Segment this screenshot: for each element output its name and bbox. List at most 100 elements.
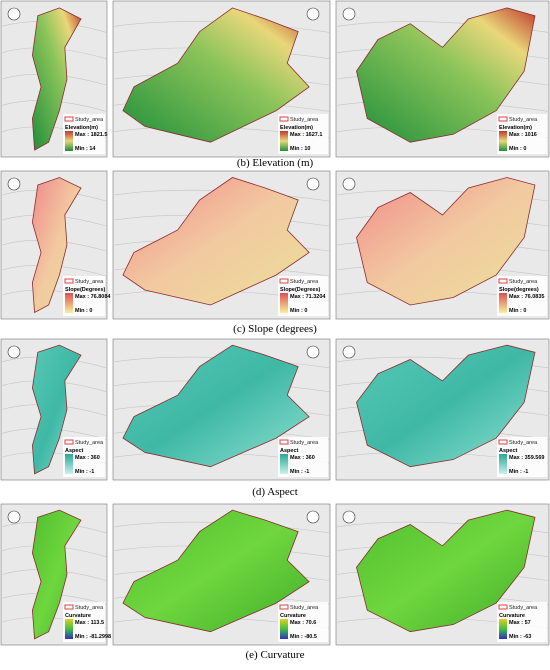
legend-min: Min : 14 xyxy=(75,146,96,152)
legend-title: Aspect xyxy=(280,448,299,454)
legend-title: Slope(Degrees) xyxy=(280,287,321,293)
study-area xyxy=(356,177,536,306)
legend-max: Max : 70.6 xyxy=(290,620,316,626)
legend-label: Study_area xyxy=(290,117,319,123)
caption: (d) Aspect xyxy=(252,486,298,498)
legend-title: Curvature xyxy=(499,613,525,619)
legend-label: Study_area xyxy=(75,117,104,123)
legend-title: Aspect xyxy=(499,448,518,454)
legend-label: Study_area xyxy=(509,279,538,285)
legend-max: Max : 71.3204 xyxy=(290,294,326,300)
legend-ramp xyxy=(499,619,507,639)
study-area xyxy=(31,344,82,475)
study-area xyxy=(356,7,536,143)
north-arrow xyxy=(306,177,320,191)
legend-swatch xyxy=(498,278,508,284)
legend-ramp xyxy=(280,619,288,639)
north-arrow xyxy=(342,510,356,524)
legend-min: Min : -1 xyxy=(75,469,94,475)
map-panel: Study_area Elevation(m)Max : 1627.1 Min : … xyxy=(112,0,331,158)
study-area xyxy=(31,7,82,151)
legend-max: Max : 1627.1 xyxy=(290,132,322,138)
legend-ramp xyxy=(65,454,73,474)
legend-max: Max : 76.0835 xyxy=(509,294,544,300)
legend-ramp xyxy=(280,131,288,151)
legend-min: Min : 10 xyxy=(290,146,310,152)
map-panel: Study_area Elevation(m)Max : 1016 Min : 0 xyxy=(335,0,550,158)
legend-max: Max : 360 xyxy=(290,455,315,461)
north-arrow xyxy=(306,7,320,21)
north-arrow xyxy=(7,510,21,524)
caption: (c) Slope (degrees) xyxy=(233,323,317,335)
legend-ramp xyxy=(280,454,288,474)
legend-label: Study_area xyxy=(290,279,319,285)
legend-min: Min : -1 xyxy=(290,469,309,475)
legend-max: Max : 1016 xyxy=(509,132,537,138)
caption: (b) Elevation (m) xyxy=(237,157,314,169)
study-area xyxy=(31,509,82,640)
study-area xyxy=(356,344,536,468)
legend-swatch xyxy=(64,278,74,284)
legend-swatch xyxy=(498,116,508,122)
legend-title: Slope(Degrees) xyxy=(65,287,106,293)
study-area xyxy=(356,509,536,633)
north-arrow xyxy=(7,345,21,359)
legend-ramp xyxy=(65,131,73,151)
legend-swatch xyxy=(279,604,289,610)
study-area xyxy=(31,177,82,314)
legend-swatch xyxy=(279,278,289,284)
boundary-line xyxy=(113,521,330,534)
legend-min: Min : 0 xyxy=(509,146,526,152)
legend-min: Min : 0 xyxy=(75,308,92,314)
map-panel: Study_area Elevation(m)Max : 1821.5 Min : … xyxy=(0,0,107,158)
legend-title: Elevation(m) xyxy=(499,125,532,131)
legend-label: Study_area xyxy=(509,440,538,446)
boundary-line xyxy=(113,356,330,369)
legend-swatch xyxy=(279,439,289,445)
study-area xyxy=(122,509,310,633)
legend-title: Curvature xyxy=(280,613,306,619)
north-arrow xyxy=(342,345,356,359)
north-arrow xyxy=(306,510,320,524)
legend-min: Min : -1 xyxy=(509,469,528,475)
north-arrow xyxy=(342,177,356,191)
study-area xyxy=(122,344,310,468)
legend-title: Aspect xyxy=(65,448,84,454)
legend-label: Study_area xyxy=(509,605,538,611)
legend-swatch xyxy=(64,116,74,122)
legend-min: Min : 0 xyxy=(290,308,307,314)
legend-label: Study_area xyxy=(75,279,104,285)
legend-swatch xyxy=(64,604,74,610)
north-arrow xyxy=(306,345,320,359)
legend-label: Study_area xyxy=(75,605,104,611)
legend-min: Min : -63 xyxy=(509,634,531,640)
study-area xyxy=(122,177,310,306)
legend-min: Min : -80.5 xyxy=(290,634,317,640)
legend-max: Max : 1821.5 xyxy=(75,132,107,138)
north-arrow xyxy=(7,177,21,191)
boundary-line xyxy=(113,189,330,202)
caption: (e) Curvature xyxy=(246,649,305,661)
legend-label: Study_area xyxy=(290,605,319,611)
map-panel: Study_area Slope(Degrees)Max : 76.8084 Min… xyxy=(0,170,111,320)
legend-max: Max : 113.5 xyxy=(75,620,104,626)
legend-ramp xyxy=(499,293,507,313)
legend-label: Study_area xyxy=(75,440,104,446)
legend-title: Curvature xyxy=(65,613,91,619)
legend-min: Min : 0 xyxy=(509,308,526,314)
north-arrow xyxy=(7,7,21,21)
legend-title: Elevation(m) xyxy=(280,125,313,131)
legend-swatch xyxy=(498,604,508,610)
legend-title: Slope(degrees) xyxy=(499,287,539,293)
legend-ramp xyxy=(499,131,507,151)
map-panel: Study_area Slope(Degrees)Max : 71.3204 Min… xyxy=(112,170,331,320)
legend-max: Max : 360 xyxy=(75,455,100,461)
north-arrow xyxy=(342,7,356,21)
legend-swatch xyxy=(64,439,74,445)
